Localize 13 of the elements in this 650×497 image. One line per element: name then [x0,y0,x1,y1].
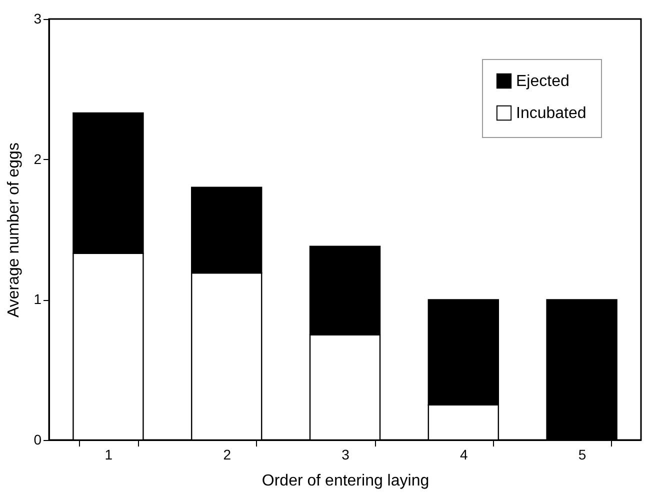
y-tick-label: 1 [34,291,42,308]
y-tick-label: 3 [34,10,42,26]
legend-label: Incubated [516,105,586,122]
legend-label: Ejected [516,73,570,90]
x-tick-label: 1 [104,446,113,462]
x-tick-label: 4 [460,446,468,462]
x-tick-label: 2 [223,446,232,462]
x-tick-label: 5 [578,446,586,462]
y-axis-title: Average number of eggs [6,142,23,318]
y-tick-label: 2 [34,150,42,167]
x-tick-label: 3 [342,446,350,462]
x-axis-title: Order of entering laying [262,472,430,490]
y-tick-label: 0 [34,432,42,448]
